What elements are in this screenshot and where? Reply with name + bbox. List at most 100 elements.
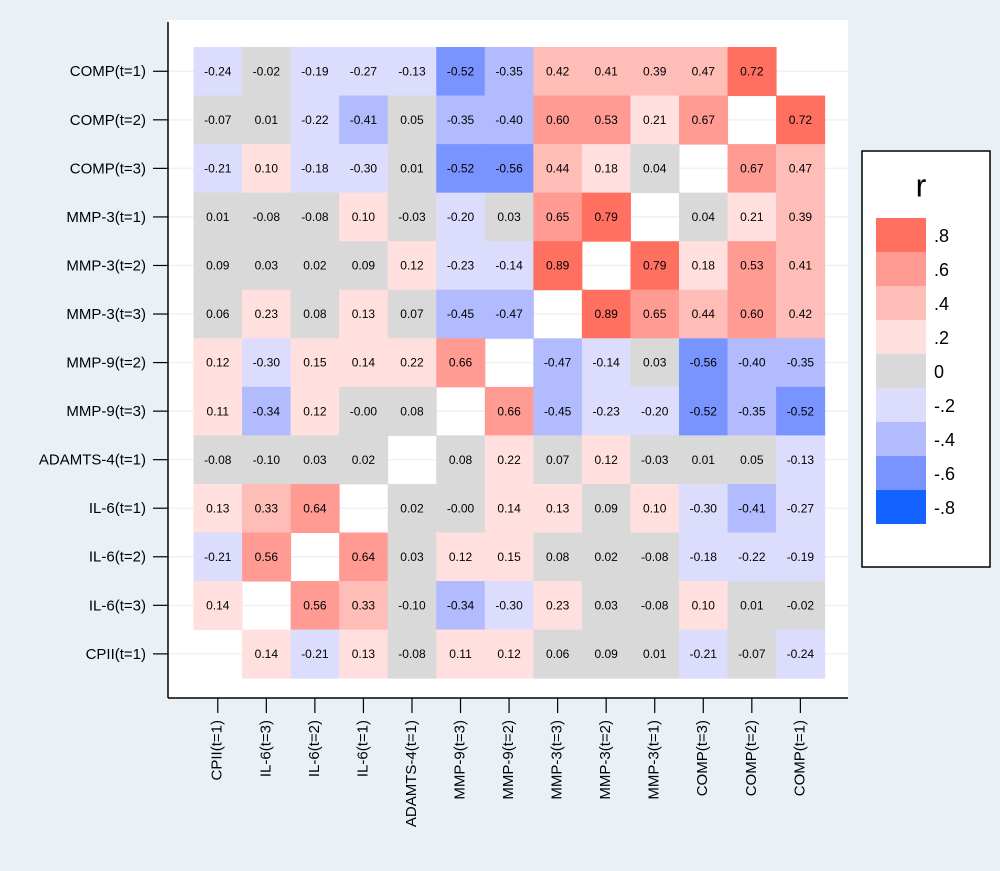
cell-label: 0.10 xyxy=(692,598,716,612)
cell-label: -0.45 xyxy=(544,404,572,418)
heatmap-cell xyxy=(727,338,777,388)
cell-label: -0.52 xyxy=(690,404,718,418)
cell-label: 0.12 xyxy=(449,550,473,564)
x-tick-label: IL-6(t=3) xyxy=(257,720,274,777)
heatmap-cell xyxy=(193,95,243,145)
cell-label: -0.56 xyxy=(495,162,523,176)
cell-label: 0.01 xyxy=(255,113,279,127)
heatmap-cell xyxy=(339,532,389,582)
heatmap-cell xyxy=(776,532,826,582)
heatmap-cell xyxy=(290,435,340,485)
cell-label: 0.56 xyxy=(255,550,279,564)
heatmap-cell xyxy=(242,47,292,97)
legend-swatch xyxy=(876,456,926,490)
heatmap-cell xyxy=(193,144,243,194)
heatmap-cell xyxy=(533,338,583,388)
cell-label: -0.13 xyxy=(787,453,815,467)
y-tick-label: COMP(t=2) xyxy=(70,112,146,129)
cell-label: 0.33 xyxy=(352,598,376,612)
heatmap-cell xyxy=(339,338,389,388)
cell-label: 0.03 xyxy=(400,550,424,564)
legend-label: .4 xyxy=(934,294,949,314)
heatmap-cell xyxy=(242,532,292,582)
heatmap-cell xyxy=(727,192,777,242)
heatmap-cell xyxy=(484,95,534,145)
heatmap-cell xyxy=(290,386,340,436)
heatmap-cell xyxy=(242,192,292,242)
cell-label: 0.12 xyxy=(497,647,521,661)
heatmap-cell xyxy=(339,47,389,97)
cell-label: -0.34 xyxy=(447,598,475,612)
cell-label: 0.01 xyxy=(206,210,230,224)
heatmap-cell xyxy=(436,338,486,388)
heatmap-cell xyxy=(436,192,486,242)
cell-label: -0.27 xyxy=(787,501,815,515)
cell-label: -0.23 xyxy=(592,404,620,418)
heatmap-cell xyxy=(484,386,534,436)
cell-label: 0.13 xyxy=(206,501,230,515)
heatmap-cell xyxy=(484,532,534,582)
cell-label: -0.18 xyxy=(301,162,329,176)
heatmap-cell xyxy=(630,289,680,339)
cell-label: 0.12 xyxy=(400,259,424,273)
heatmap-cell xyxy=(581,435,631,485)
legend-label: -.6 xyxy=(934,464,955,484)
cell-label: 0.18 xyxy=(692,259,716,273)
heatmap-cell xyxy=(630,581,680,631)
cell-label: 0.05 xyxy=(400,113,424,127)
legend-swatch xyxy=(876,354,926,388)
heatmap-cell xyxy=(727,581,777,631)
heatmap-cell xyxy=(484,581,534,631)
cell-label: -0.08 xyxy=(301,210,329,224)
heatmap-cell xyxy=(630,435,680,485)
y-tick-label: CPII(t=1) xyxy=(86,646,146,663)
cell-label: -0.35 xyxy=(495,64,523,78)
cell-label: 0.14 xyxy=(352,356,376,370)
y-tick-label: MMP-9(t=2) xyxy=(66,355,146,372)
cell-label: 0.65 xyxy=(643,307,667,321)
cell-label: 0.72 xyxy=(789,113,813,127)
legend-swatch xyxy=(876,286,926,320)
legend-title: r xyxy=(916,167,927,203)
heatmap-cell xyxy=(679,435,729,485)
heatmap-cell xyxy=(290,192,340,242)
heatmap-cell xyxy=(727,47,777,97)
heatmap-cell xyxy=(290,629,340,679)
heatmap-cell xyxy=(581,289,631,339)
heatmap-cell xyxy=(290,95,340,145)
cell-label: 0.42 xyxy=(546,64,570,78)
cell-label: 0.13 xyxy=(352,307,376,321)
legend-swatch xyxy=(876,388,926,422)
heatmap-cell xyxy=(290,338,340,388)
cell-label: -0.35 xyxy=(447,113,475,127)
heatmap-cell xyxy=(630,629,680,679)
heatmap-cell xyxy=(533,581,583,631)
heatmap-cell xyxy=(193,338,243,388)
cell-label: 0.03 xyxy=(594,598,618,612)
heatmap-cell xyxy=(339,241,389,291)
heatmap-cell xyxy=(387,629,437,679)
heatmap-cell xyxy=(679,386,729,436)
legend-swatch xyxy=(876,490,926,524)
x-tick-label: COMP(t=1) xyxy=(791,720,808,796)
heatmap-cell xyxy=(436,289,486,339)
heatmap-cell xyxy=(436,47,486,97)
cell-label: -0.19 xyxy=(301,64,329,78)
x-tick-label: IL-6(t=2) xyxy=(306,720,323,777)
heatmap-cell xyxy=(533,47,583,97)
legend-swatch xyxy=(876,218,926,252)
cell-label: -0.14 xyxy=(495,259,523,273)
x-tick-label: MMP-3(t=3) xyxy=(549,720,566,800)
heatmap-cell xyxy=(193,532,243,582)
heatmap-cell xyxy=(436,581,486,631)
cell-label: -0.24 xyxy=(204,64,232,78)
heatmap-cell xyxy=(533,144,583,194)
cell-label: 0.09 xyxy=(206,259,230,273)
y-tick-label: IL-6(t=2) xyxy=(89,549,146,566)
cell-label: 0.64 xyxy=(352,550,376,564)
legend-label: -.4 xyxy=(934,430,955,450)
cell-label: -0.41 xyxy=(350,113,378,127)
heatmap-cell xyxy=(339,386,389,436)
heatmap-cell xyxy=(727,144,777,194)
heatmap-cell xyxy=(776,289,826,339)
